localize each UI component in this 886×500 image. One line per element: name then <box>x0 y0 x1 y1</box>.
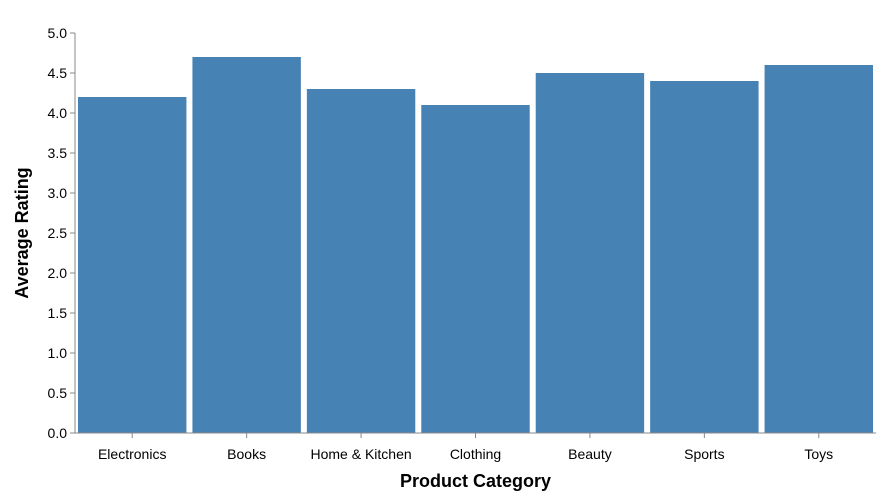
bar-books <box>192 57 301 433</box>
y-tick-label: 3.0 <box>48 185 68 201</box>
x-tick-label: Sports <box>684 446 724 462</box>
y-tick-label: 0.5 <box>48 385 68 401</box>
bar-clothing <box>421 105 530 433</box>
y-tick-label: 2.5 <box>48 225 68 241</box>
y-axis-title: Average Rating <box>12 167 32 298</box>
y-tick-label: 0.0 <box>48 425 68 441</box>
x-tick-label: Clothing <box>450 446 501 462</box>
bar-electronics <box>78 97 187 433</box>
bar-toys <box>764 65 873 433</box>
bar-beauty <box>535 73 645 433</box>
x-tick-label: Beauty <box>568 446 612 462</box>
x-tick-label: Books <box>227 446 266 462</box>
y-tick-label: 4.0 <box>48 105 68 121</box>
y-tick-label: 1.0 <box>48 345 68 361</box>
bars-group <box>78 57 873 433</box>
x-axis: Electronics Books Home & Kitchen Clothing Be… <box>75 432 876 462</box>
y-tick-label: 2.0 <box>48 265 68 281</box>
bar-sports <box>650 81 759 433</box>
bar-home-kitchen <box>306 89 416 433</box>
x-tick-label: Electronics <box>98 446 166 462</box>
y-tick-label: 4.5 <box>48 65 68 81</box>
y-tick-label: 3.5 <box>48 145 68 161</box>
y-tick-label: 1.5 <box>48 305 68 321</box>
x-axis-title: Product Category <box>400 471 551 491</box>
x-tick-label: Home & Kitchen <box>310 446 411 462</box>
y-axis: 0.0 0.5 1.0 1.5 2.0 2.5 3.0 3.5 4.0 4.5 5.0 <box>48 25 76 441</box>
x-tick-label: Toys <box>804 446 833 462</box>
y-tick-label: 5.0 <box>48 25 68 41</box>
